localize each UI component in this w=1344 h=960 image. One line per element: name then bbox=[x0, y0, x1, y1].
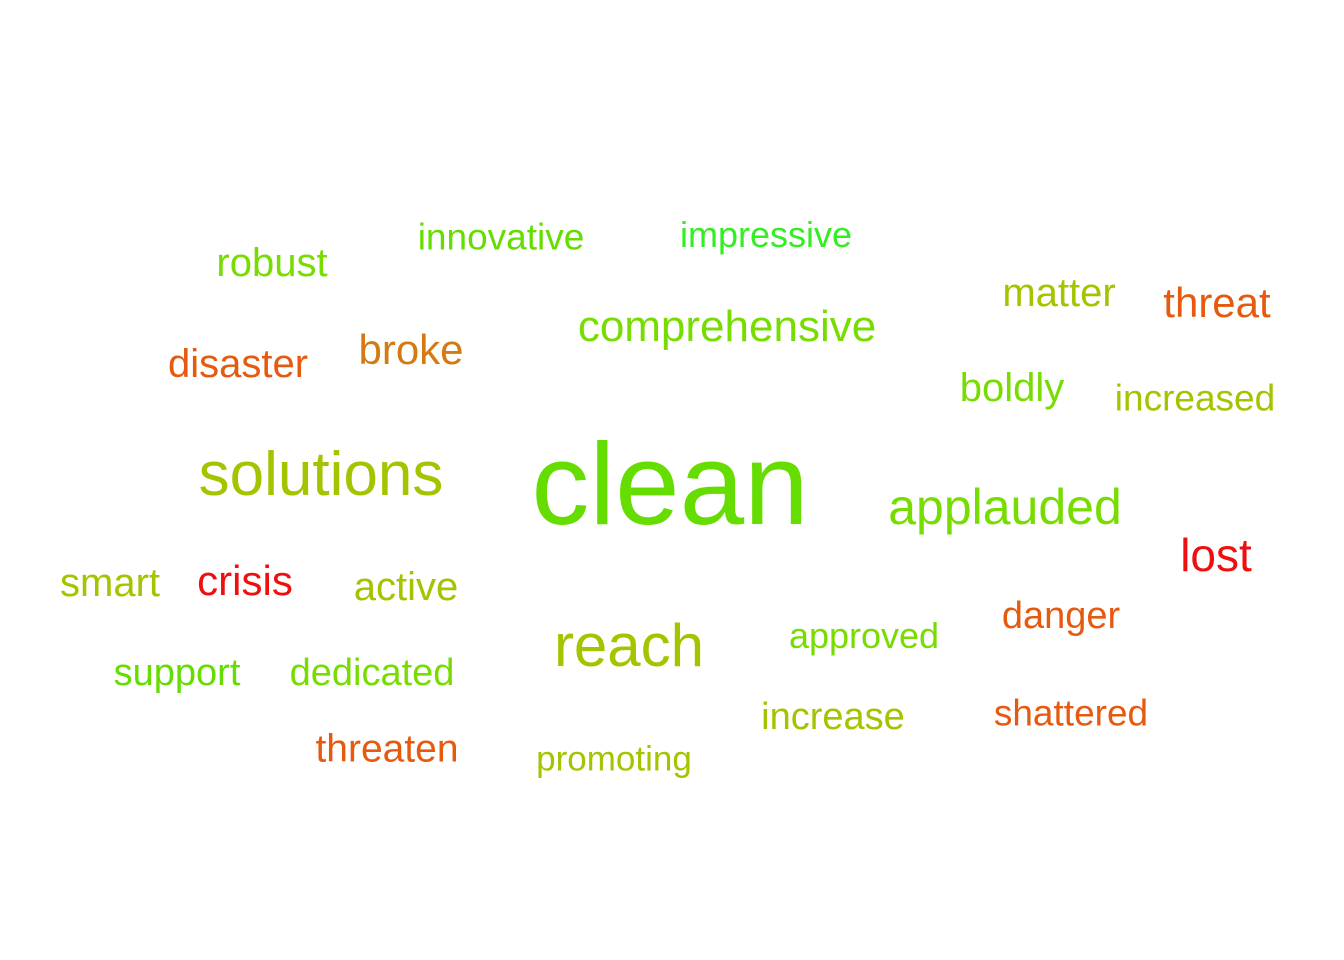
word-innovative: innovative bbox=[417, 216, 585, 258]
word-threat: threat bbox=[1163, 279, 1271, 326]
word-dedicated: dedicated bbox=[289, 652, 455, 694]
word-disaster: disaster bbox=[167, 342, 309, 386]
word-reach: reach bbox=[553, 612, 705, 679]
word-smart: smart bbox=[60, 561, 160, 605]
word-increased: increased bbox=[1114, 377, 1276, 419]
word-approved: approved bbox=[788, 615, 940, 656]
word-support: support bbox=[113, 652, 241, 694]
word-solutions: solutions bbox=[198, 440, 444, 509]
word-danger: danger bbox=[1001, 595, 1121, 637]
word-robust: robust bbox=[216, 241, 328, 285]
word-impressive: impressive bbox=[679, 214, 853, 255]
word-lost: lost bbox=[1180, 529, 1252, 581]
word-broke: broke bbox=[358, 326, 464, 373]
word-shattered: shattered bbox=[993, 692, 1149, 734]
word-applauded: applauded bbox=[888, 479, 1122, 535]
word-comprehensive: comprehensive bbox=[577, 302, 877, 351]
word-threaten: threaten bbox=[315, 727, 459, 771]
word-matter: matter bbox=[1002, 271, 1116, 315]
word-clean: clean bbox=[531, 419, 809, 549]
word-boldly: boldly bbox=[959, 366, 1065, 410]
word-active: active bbox=[353, 565, 459, 609]
word-promoting: promoting bbox=[536, 739, 692, 779]
word-increase: increase bbox=[761, 696, 905, 738]
word-crisis: crisis bbox=[197, 557, 293, 604]
